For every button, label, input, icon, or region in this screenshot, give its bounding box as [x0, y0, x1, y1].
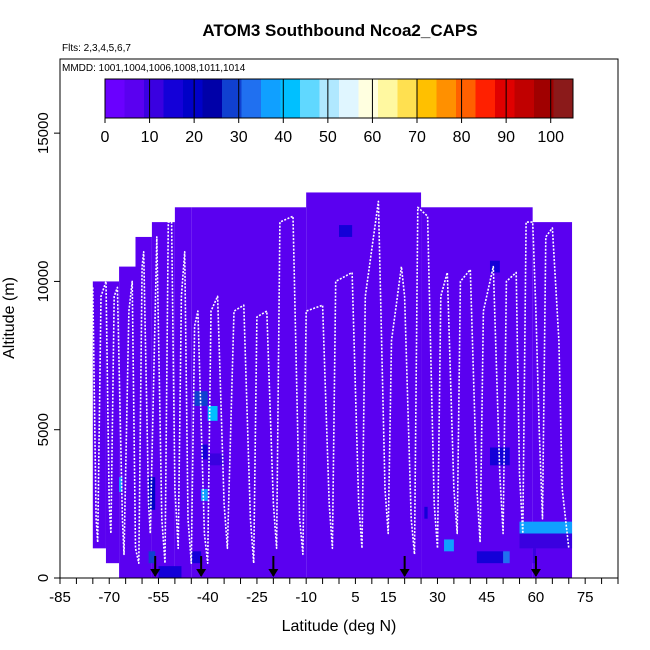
colorbar-cell	[300, 79, 320, 118]
heat-cell	[503, 551, 510, 564]
curtain-cell	[151, 222, 175, 578]
flights-label: Flts: 2,3,4,5,6,7	[62, 43, 131, 54]
colorbar: 0 10 20 30 40 50 60 70 80 90 100	[101, 78, 574, 146]
x-tick-label: 60	[528, 589, 545, 606]
x-tick-label: -40	[197, 589, 219, 606]
heat-cell	[489, 260, 500, 273]
colorbar-cell	[319, 79, 340, 118]
heat-cell	[424, 506, 428, 519]
y-tick-label: 0	[35, 574, 52, 582]
colorbar-tick-label: 100	[537, 129, 564, 146]
x-axis-label: Latitude (deg N)	[282, 618, 397, 635]
y-tick-label: 5000	[35, 413, 52, 446]
colorbar-tick-label: 30	[230, 129, 248, 146]
colorbar-cell	[456, 79, 476, 118]
heat-cell	[444, 539, 454, 552]
x-tick-label: 30	[429, 589, 446, 606]
heat-cell	[158, 566, 182, 578]
colorbar-tick-label: 10	[141, 129, 159, 146]
heat-cell	[339, 225, 353, 237]
colorbar-cell	[124, 79, 145, 118]
colorbar-cell	[358, 79, 379, 118]
heat-cell	[207, 405, 218, 421]
colorbar-cell	[202, 79, 223, 118]
colorbar-tick-label: 60	[364, 129, 382, 146]
heat-cell	[201, 489, 208, 501]
chart-title: ATOM3 Southbound Ncoa2_CAPS	[202, 21, 477, 40]
heat-cell	[532, 548, 536, 564]
colorbar-cell	[436, 79, 457, 118]
flight-arrow-head	[268, 569, 279, 577]
x-tick-label: -10	[295, 589, 317, 606]
heat-cell	[201, 444, 208, 460]
heat-cell	[519, 533, 573, 549]
colorbar-cell	[241, 79, 262, 118]
colorbar-cell	[553, 79, 574, 118]
flight-arrow-head	[150, 569, 161, 577]
colorbar-cell	[183, 79, 203, 118]
x-tick-label: 75	[577, 589, 594, 606]
plot-area	[59, 58, 619, 579]
colorbar-cell	[144, 79, 164, 118]
heat-cell	[148, 551, 156, 564]
y-tick-label: 10000	[35, 261, 52, 303]
heat-cell	[207, 453, 225, 466]
heat-cell	[519, 521, 573, 534]
x-tick-label: 15	[380, 589, 397, 606]
colorbar-tick-label: 40	[274, 129, 292, 146]
colorbar-cell	[163, 79, 184, 118]
flight-arrow-head	[196, 569, 207, 577]
colorbar-tick-label: 20	[185, 129, 203, 146]
x-tick-label: -85	[49, 589, 71, 606]
colorbar-cell	[222, 79, 242, 118]
colorbar-tick-label: 0	[101, 129, 110, 146]
x-tick-label: -25	[246, 589, 268, 606]
colorbar-cell	[417, 79, 437, 118]
colorbar-cell	[534, 79, 554, 118]
flight-arrow-head	[399, 569, 410, 577]
y-axis-label: Altitude (m)	[1, 277, 18, 359]
colorbar-tick-label: 90	[497, 129, 515, 146]
colorbar-cell	[495, 79, 515, 118]
colorbar-cell	[280, 79, 301, 118]
colorbar-cell	[378, 79, 398, 118]
colorbar-cell	[475, 79, 496, 118]
heat-cell	[191, 551, 202, 564]
y-tick-label: 15000	[35, 112, 52, 154]
x-tick-label: 5	[351, 589, 359, 606]
heat-cell	[476, 551, 504, 564]
flight-track-line	[92, 200, 570, 565]
colorbar-tick-label: 70	[408, 129, 426, 146]
colorbar-tick-label: 80	[453, 129, 471, 146]
colorbar-cell	[339, 79, 359, 118]
colorbar-tick-label: 50	[319, 129, 337, 146]
x-tick-label: -55	[148, 589, 170, 606]
dates-label: MMDD: 1001,1004,1006,1008,1011,1014	[62, 63, 246, 74]
x-tick-label: -70	[98, 589, 120, 606]
colorbar-cell	[514, 79, 535, 118]
x-tick-label: 45	[478, 589, 495, 606]
colorbar-cell	[105, 79, 125, 118]
heat-cell	[119, 477, 123, 492]
colorbar-cell	[261, 79, 281, 118]
colorbar-cell	[397, 79, 418, 118]
flight-arrow-head	[530, 569, 541, 577]
